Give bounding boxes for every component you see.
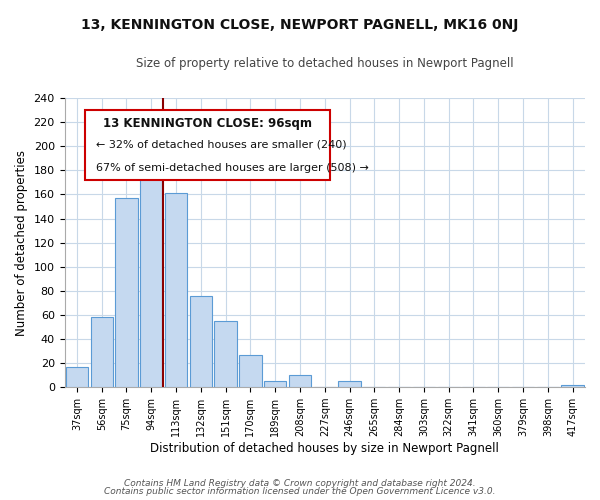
Bar <box>338 381 361 387</box>
Bar <box>165 193 187 387</box>
Text: ← 32% of detached houses are smaller (240): ← 32% of detached houses are smaller (24… <box>96 140 346 150</box>
Bar <box>115 198 137 387</box>
Bar <box>214 321 237 387</box>
Y-axis label: Number of detached properties: Number of detached properties <box>15 150 28 336</box>
Bar <box>264 381 286 387</box>
Text: Contains HM Land Registry data © Crown copyright and database right 2024.: Contains HM Land Registry data © Crown c… <box>124 478 476 488</box>
Bar <box>190 296 212 387</box>
Bar <box>239 354 262 387</box>
Text: 13, KENNINGTON CLOSE, NEWPORT PAGNELL, MK16 0NJ: 13, KENNINGTON CLOSE, NEWPORT PAGNELL, M… <box>82 18 518 32</box>
Bar <box>91 318 113 387</box>
FancyBboxPatch shape <box>85 110 330 180</box>
Text: 13 KENNINGTON CLOSE: 96sqm: 13 KENNINGTON CLOSE: 96sqm <box>103 117 312 130</box>
Bar <box>66 366 88 387</box>
Bar <box>562 385 584 387</box>
Text: 67% of semi-detached houses are larger (508) →: 67% of semi-detached houses are larger (… <box>96 163 368 173</box>
Bar <box>140 163 163 387</box>
Text: Contains public sector information licensed under the Open Government Licence v3: Contains public sector information licen… <box>104 487 496 496</box>
Title: Size of property relative to detached houses in Newport Pagnell: Size of property relative to detached ho… <box>136 58 514 70</box>
X-axis label: Distribution of detached houses by size in Newport Pagnell: Distribution of detached houses by size … <box>151 442 499 455</box>
Bar <box>289 375 311 387</box>
